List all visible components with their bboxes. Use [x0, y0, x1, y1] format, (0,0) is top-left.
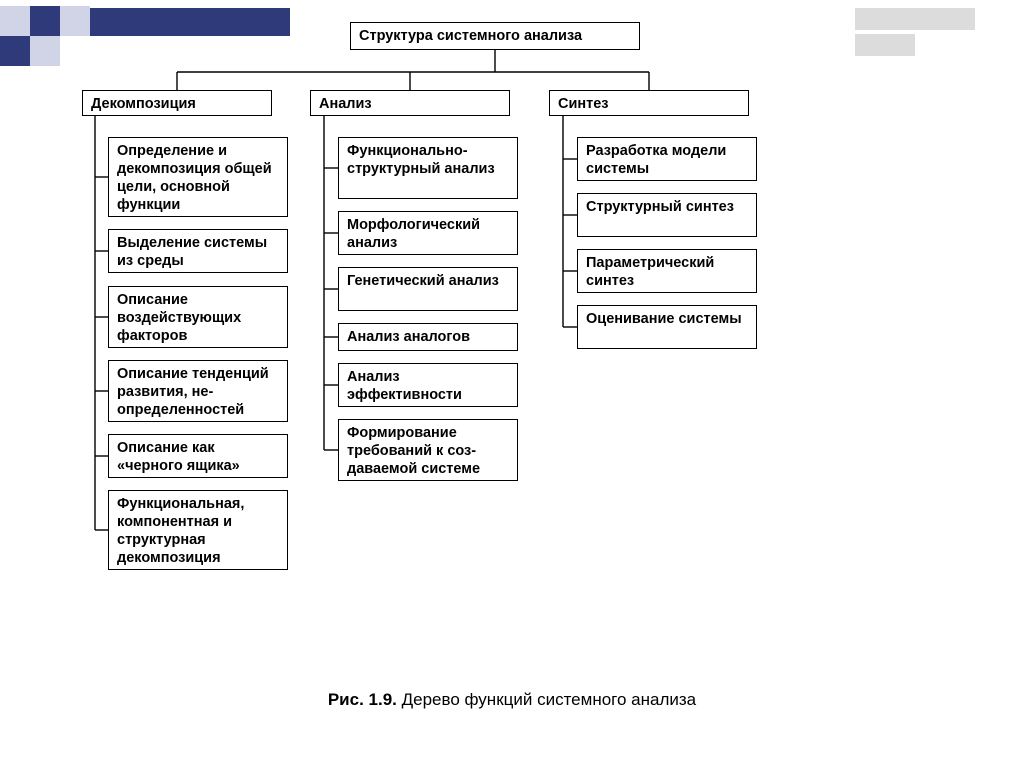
tree-leaf: Функциональная, компонентная и структурн… — [108, 490, 288, 570]
tree-leaf: Описание воздействующих факторов — [108, 286, 288, 348]
tree-leaf: Анализ эффективности — [338, 363, 518, 407]
tree-branch: Декомпозиция — [82, 90, 272, 116]
figure-caption: Рис. 1.9. Дерево функций системного анал… — [0, 690, 1024, 710]
tree-leaf: Структурный синтез — [577, 193, 757, 237]
decoration-square — [60, 6, 90, 36]
decoration-square — [30, 6, 60, 36]
tree-leaf: Анализ аналогов — [338, 323, 518, 351]
tree-leaf: Формирование требований к соз­даваемой с… — [338, 419, 518, 481]
decoration-grey — [855, 34, 915, 56]
decoration-square — [30, 36, 60, 66]
tree-leaf: Параметрический синтез — [577, 249, 757, 293]
tree-leaf: Функционально-структурный анализ — [338, 137, 518, 199]
tree-branch: Анализ — [310, 90, 510, 116]
tree-leaf: Описание тенден­ций развития, не­определ… — [108, 360, 288, 422]
decoration-bar — [90, 8, 290, 36]
tree-leaf: Морфологический анализ — [338, 211, 518, 255]
decoration-square — [0, 36, 30, 66]
tree-leaf: Разработка модели системы — [577, 137, 757, 181]
tree-leaf: Выделение системы из среды — [108, 229, 288, 273]
decoration-grey — [855, 8, 975, 30]
tree-branch: Синтез — [549, 90, 749, 116]
tree-root: Структура системного анализа — [350, 22, 640, 50]
tree-leaf: Оценивание системы — [577, 305, 757, 349]
decoration-square — [0, 6, 30, 36]
tree-leaf: Генетический анализ — [338, 267, 518, 311]
tree-leaf: Определение и декомпозиция общей цели, о… — [108, 137, 288, 217]
tree-leaf: Описание как «черного ящика» — [108, 434, 288, 478]
